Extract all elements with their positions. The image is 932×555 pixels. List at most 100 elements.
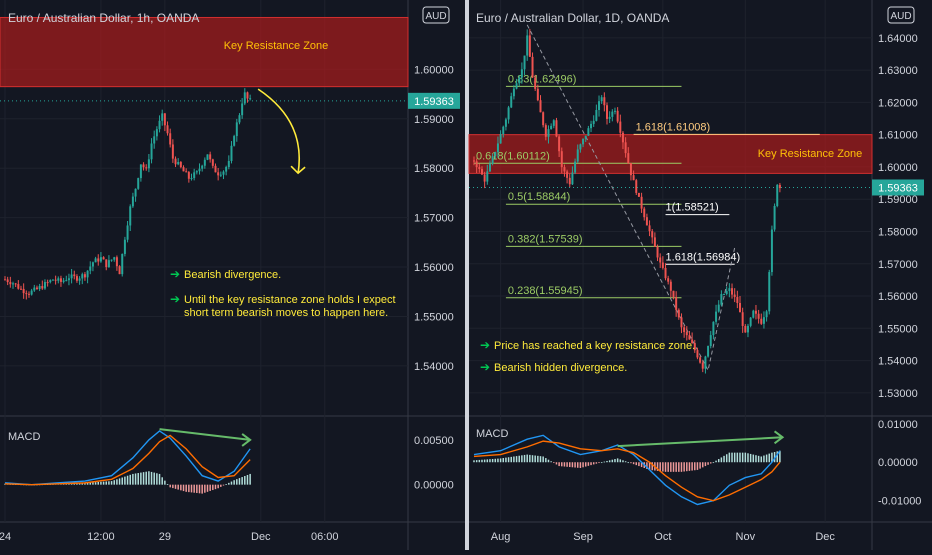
candle-body [683, 327, 686, 333]
macd-histogram-bar [478, 459, 481, 463]
candle-body [99, 257, 102, 262]
macd-histogram-bar [763, 455, 765, 463]
candle-body [632, 175, 635, 181]
macd-histogram-bar [164, 480, 166, 485]
macd-histogram-bar [600, 462, 603, 464]
candle-body [193, 172, 196, 179]
candle-body [712, 321, 715, 336]
candle-body [653, 237, 656, 247]
macd-histogram-bar [731, 452, 733, 463]
candle-body [590, 123, 593, 129]
macd-histogram-bar [497, 458, 499, 463]
candle-body [59, 278, 62, 282]
candle-body [576, 149, 579, 162]
macd-histogram-bar [505, 457, 507, 463]
candle-body [531, 56, 534, 78]
macd-histogram-bar [670, 462, 672, 472]
candle-body [566, 171, 569, 178]
macd-histogram-bar [201, 484, 203, 494]
macd-histogram-bar [481, 459, 483, 463]
macd-histogram-bar [603, 461, 606, 463]
candle-body [496, 143, 499, 153]
candle-body [203, 159, 206, 166]
candle-body [129, 206, 132, 226]
macd-tick-label: 0.00000 [878, 457, 918, 469]
price-tick-label: 1.63000 [878, 65, 918, 77]
macd-histogram-bar [121, 477, 123, 485]
right-currency-badge-box[interactable] [887, 6, 915, 24]
candle-body [11, 283, 14, 285]
right-current-price-label: 1.59363 [878, 182, 918, 194]
macd-histogram-bar [534, 455, 536, 463]
candle-body [555, 120, 558, 137]
candle-body [169, 133, 172, 145]
macd-histogram-bar [145, 471, 147, 485]
macd-histogram-bar [691, 462, 693, 471]
price-tick-label: 1.59000 [414, 114, 454, 126]
candle-body [91, 262, 94, 267]
macd-tick-label: 0.01000 [878, 419, 918, 431]
candle-body [621, 132, 624, 143]
left-candles [4, 88, 252, 300]
left-currency-badge[interactable]: AUD [425, 11, 446, 22]
candle-body [669, 281, 672, 291]
macd-histogram-bar [169, 484, 171, 488]
candle-body [534, 77, 537, 89]
price-tick-label: 1.54000 [414, 361, 454, 373]
candle-body [17, 284, 20, 289]
candle-body [83, 274, 86, 278]
macd-histogram-bar [715, 460, 717, 463]
candle-body [563, 167, 566, 172]
candle-body [701, 362, 704, 369]
macd-histogram-bar [773, 452, 776, 463]
macd-histogram-bar [174, 484, 177, 489]
macd-histogram-bar [489, 459, 491, 463]
macd-histogram-bar [640, 462, 643, 468]
candle-body [161, 113, 164, 121]
macd-histogram-bar [550, 461, 552, 463]
candle-body [651, 231, 654, 238]
macd-histogram-bar [574, 462, 576, 468]
macd-histogram-bar [651, 462, 653, 471]
macd-histogram-bar [553, 462, 555, 464]
candle-body [770, 229, 773, 273]
panel-divider[interactable] [465, 0, 469, 550]
candle-body [131, 196, 134, 207]
candle-body [238, 115, 241, 123]
macd-divergence-arrowhead [773, 430, 785, 445]
candle-body [25, 293, 28, 295]
candle-body [201, 165, 204, 169]
candle-body [195, 171, 198, 173]
macd-divergence-arrowhead [241, 433, 252, 447]
candle-body [113, 257, 116, 260]
left-currency-badge-box[interactable] [422, 6, 450, 24]
macd-divergence-line [159, 428, 251, 441]
macd-histogram-bar [747, 453, 749, 463]
candle-body [539, 100, 542, 113]
candle-body [134, 188, 137, 197]
macd-histogram-bar [198, 484, 201, 494]
macd-histogram-bar [241, 477, 243, 485]
candle-body [520, 69, 523, 78]
right-candles [473, 28, 781, 374]
fib-level-label: 0.382(1.57539) [508, 233, 583, 245]
macd-histogram-bar [513, 456, 515, 463]
macd-histogram-bar [635, 462, 638, 466]
candle-body [699, 357, 702, 363]
price-tick-label: 1.59000 [878, 194, 918, 206]
right-currency-badge[interactable]: AUD [890, 11, 911, 22]
candle-body [728, 288, 731, 292]
right-dashed-trend-path [526, 24, 736, 372]
left-annotation-2: Until the key resistance zone holds I ex… [184, 294, 396, 306]
candle-body [547, 129, 550, 137]
macd-histogram-bar [741, 452, 744, 463]
macd-histogram-bar [768, 453, 771, 463]
candle-body [613, 110, 616, 112]
candle-body [709, 335, 712, 347]
macd-histogram-bar [172, 484, 174, 489]
candle-body [81, 274, 84, 279]
macd-histogram-bar [638, 462, 640, 467]
macd-histogram-bar [193, 484, 195, 493]
macd-histogram-bar [102, 481, 105, 485]
